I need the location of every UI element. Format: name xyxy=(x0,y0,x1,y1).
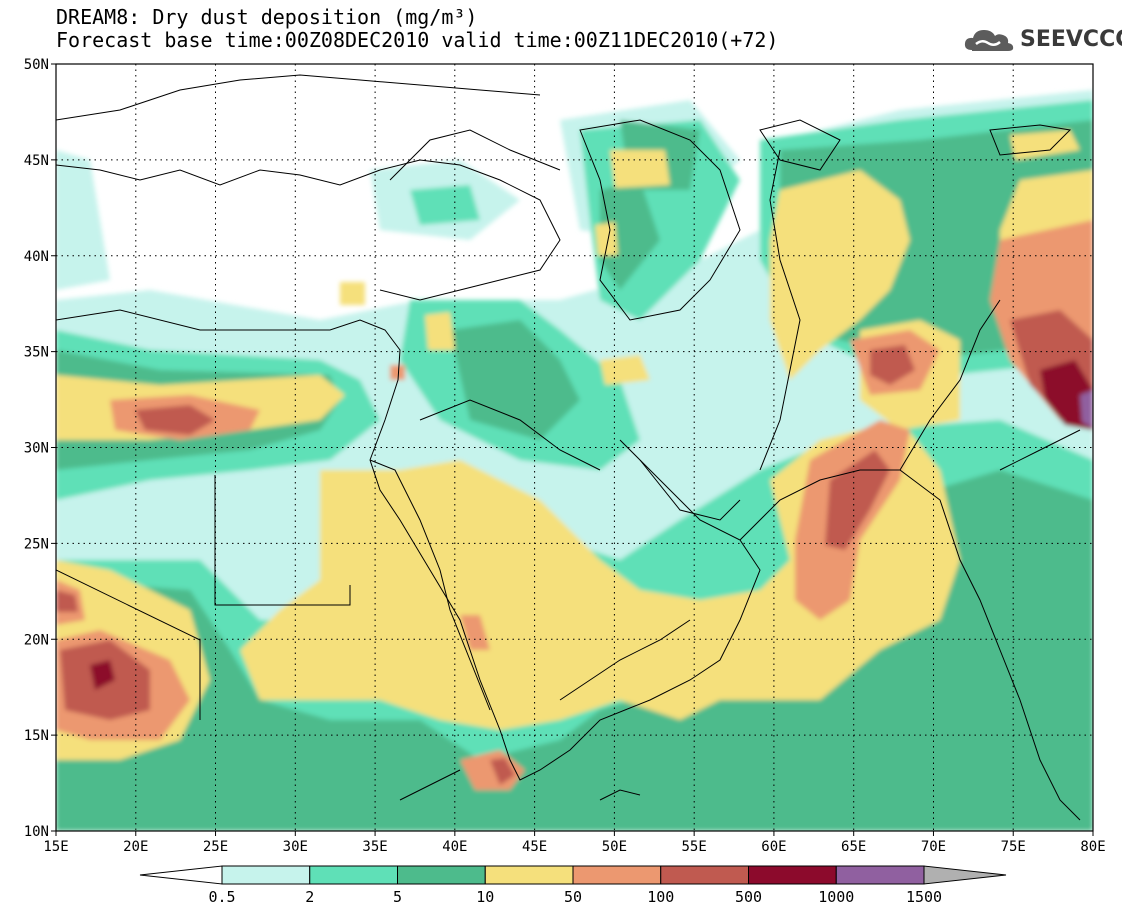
lat-tick-label: 35N xyxy=(24,345,49,361)
colorbar-segment xyxy=(572,865,662,885)
lon-tick-label: 40E xyxy=(442,839,467,855)
lat-tick-label: 10N xyxy=(24,824,49,840)
colorbar-segment xyxy=(835,865,925,885)
latitude-ticks: 10N 15N 20N 25N 30N 35N 40N 45N 50N xyxy=(24,57,56,840)
colorbar-label: 500 xyxy=(735,888,762,906)
colorbar-label: 1000 xyxy=(818,888,854,906)
lon-tick-label: 70E xyxy=(921,839,946,855)
colorbar-label: 50 xyxy=(564,888,582,906)
lon-tick-label: 30E xyxy=(283,839,308,855)
lon-tick-label: 20E xyxy=(123,839,148,855)
forecast-time-subtitle: Forecast base time:00Z08DEC2010 valid ti… xyxy=(56,28,779,52)
lon-tick-label: 25E xyxy=(203,839,228,855)
colorbar-segment xyxy=(309,865,398,885)
colorbar: 0.5 2 5 10 50 100 500 1000 1500 xyxy=(139,865,1007,906)
colorbar-segment xyxy=(484,865,574,885)
lat-tick-label: 45N xyxy=(24,153,49,169)
map-title: DREAM8: Dry dust deposition (mg/m³) xyxy=(56,5,478,29)
colorbar-low-extension xyxy=(139,865,223,885)
lon-tick-label: 45E xyxy=(522,839,547,855)
colorbar-high-extension xyxy=(923,865,1007,885)
colorbar-segment xyxy=(397,865,486,885)
lon-tick-label: 75E xyxy=(1001,839,1026,855)
lat-tick-label: 30N xyxy=(24,441,49,457)
colorbar-segment xyxy=(660,865,749,885)
lat-tick-label: 20N xyxy=(24,632,49,648)
colorbar-segment xyxy=(221,865,311,885)
lon-tick-label: 15E xyxy=(43,839,68,855)
deposition-field xyxy=(56,64,1093,831)
colorbar-label: 5 xyxy=(393,888,402,906)
lon-tick-label: 80E xyxy=(1080,839,1105,855)
lon-tick-label: 55E xyxy=(682,839,707,855)
lat-tick-label: 50N xyxy=(24,57,49,73)
lon-tick-label: 65E xyxy=(841,839,866,855)
longitude-ticks: 15E 20E 25E 30E 35E 40E 45E 50E 55E 60E 65E 70E 75E 8… xyxy=(43,831,1106,855)
logo-text: SEEVCCC xyxy=(1020,26,1122,52)
lat-tick-label: 40N xyxy=(24,249,49,265)
colorbar-label: 10 xyxy=(476,888,494,906)
colorbar-segment xyxy=(748,865,837,885)
lat-lon-grid xyxy=(56,64,1093,831)
lon-tick-label: 50E xyxy=(602,839,627,855)
colorbar-label: 2 xyxy=(305,888,314,906)
band-1000-1500 xyxy=(1080,390,1093,428)
band-500-1000 xyxy=(90,360,1093,690)
lon-tick-label: 60E xyxy=(761,839,786,855)
cloud-logo-icon xyxy=(964,30,1014,51)
lon-tick-label: 35E xyxy=(362,839,387,855)
seevccc-logo: SEEVCCC xyxy=(962,24,1122,54)
lat-tick-label: 25N xyxy=(24,536,49,552)
lat-tick-label: 15N xyxy=(24,728,49,744)
colorbar-label: 100 xyxy=(647,888,674,906)
colorbar-label: 0.5 xyxy=(208,888,235,906)
coastlines-borders xyxy=(56,74,1081,821)
colorbar-label: 1500 xyxy=(906,888,942,906)
